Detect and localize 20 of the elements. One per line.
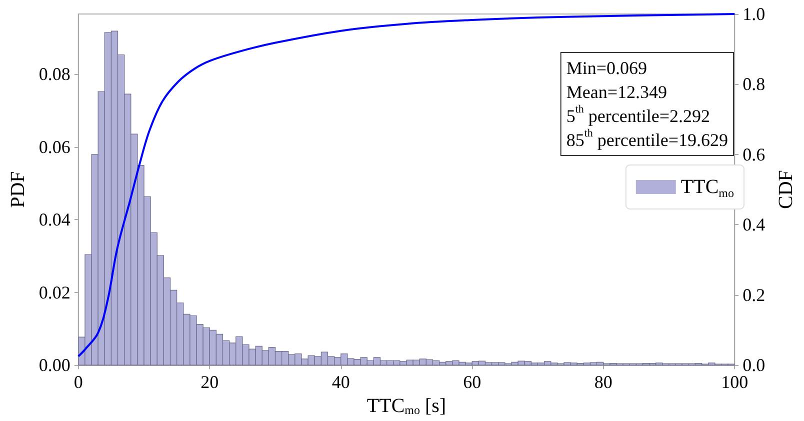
x-tick-label: 80 [594, 372, 612, 392]
y2-axis-title: CDF [775, 170, 797, 210]
annotation: Min=0.069 [566, 58, 648, 78]
annotation: Mean=12.349 [566, 82, 667, 102]
y2-tick-label: 0.6 [742, 144, 766, 164]
y-tick-label: 0.00 [38, 355, 70, 376]
y2-tick-label: 0.8 [742, 74, 766, 94]
y-tick-label: 0.04 [38, 210, 70, 230]
y-tick-label: 0.02 [38, 282, 70, 302]
y2-tick-label: 0.4 [742, 214, 766, 235]
y-tick-label: 0.06 [38, 136, 70, 157]
x-tick-label: 0 [74, 372, 83, 392]
y-tick-label: 0.08 [38, 64, 70, 84]
x-tick-label: 20 [200, 372, 219, 392]
y2-tick-label: 1.0 [742, 4, 766, 24]
x-tick-label: 60 [463, 372, 482, 392]
y-axis-title: PDF [7, 171, 29, 208]
x-axis-title: TTCmo [s] [366, 395, 446, 417]
y2-tick-label: 0.2 [742, 284, 766, 305]
x-tick-label: 40 [332, 372, 350, 392]
